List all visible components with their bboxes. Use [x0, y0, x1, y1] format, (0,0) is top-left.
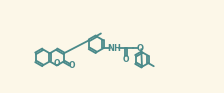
- Text: O: O: [123, 55, 129, 64]
- Text: O: O: [54, 59, 60, 68]
- Text: NH: NH: [107, 44, 121, 53]
- Text: O: O: [69, 61, 75, 70]
- Text: O: O: [137, 44, 144, 53]
